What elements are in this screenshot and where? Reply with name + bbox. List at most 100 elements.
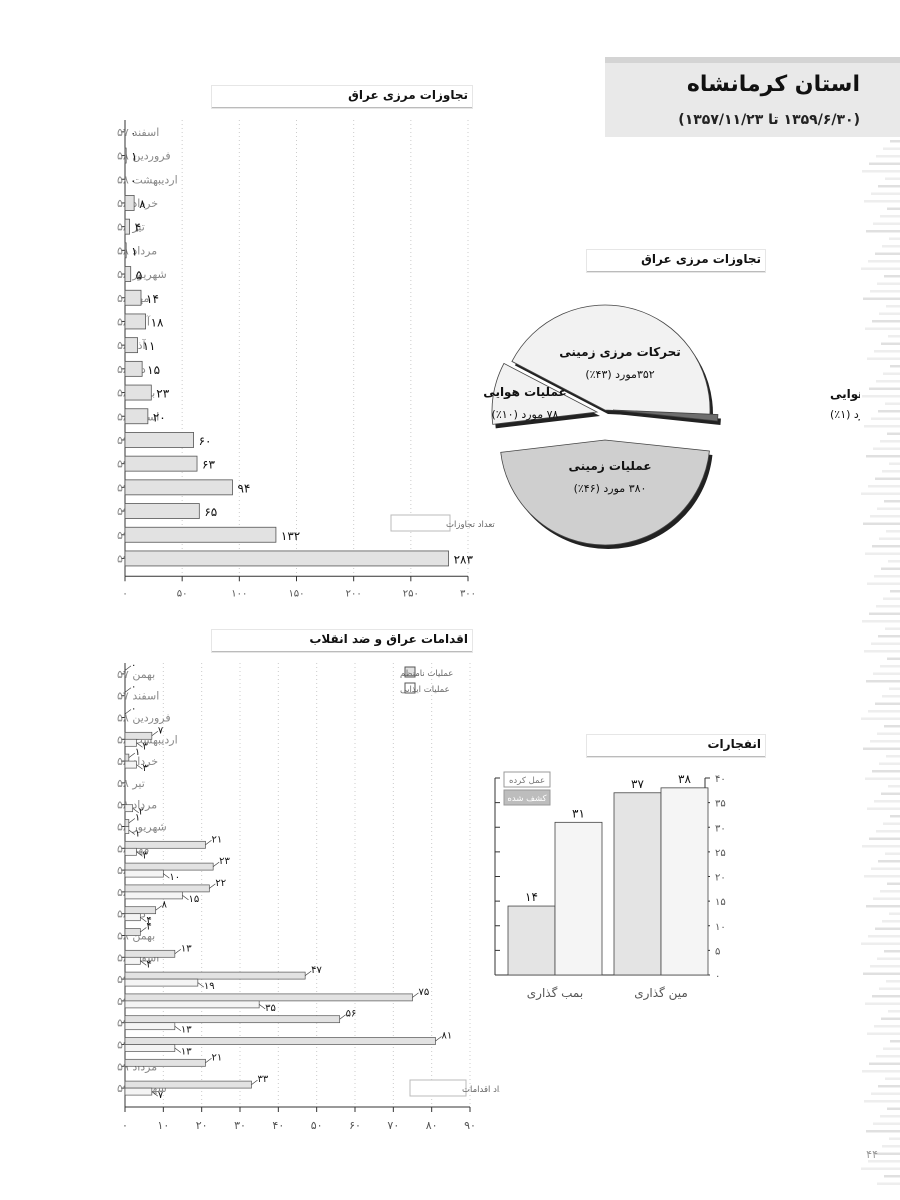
bar-value-label: ۵۶ <box>346 1009 357 1020</box>
stripe <box>864 200 900 203</box>
bar <box>124 884 210 893</box>
label-leader <box>128 818 136 824</box>
stripe <box>878 635 900 638</box>
bar <box>124 313 146 330</box>
legend-label: کشف شده <box>507 794 547 804</box>
stripe <box>890 365 900 368</box>
bar <box>124 978 199 987</box>
stripe <box>887 207 900 210</box>
stripe <box>863 972 900 975</box>
stripe <box>865 777 900 780</box>
stripe <box>886 305 900 308</box>
stripe <box>861 492 900 495</box>
stripe <box>882 470 900 473</box>
stripe <box>872 995 900 998</box>
pie-slice-detail: ۳۸۰ مورد (۴۶٪) <box>574 482 647 495</box>
bar <box>124 1044 176 1052</box>
x-tick-label: ۲۰۰ <box>346 588 362 599</box>
stripe <box>879 312 900 315</box>
bar <box>124 1058 206 1067</box>
legend-swatch <box>503 771 551 788</box>
label-leader <box>163 873 170 879</box>
pie-slice <box>500 439 710 546</box>
stripe <box>877 957 900 960</box>
legend-label: تعداد تجاوزات <box>446 520 495 530</box>
y-tick-label: ۲۵ <box>715 848 726 859</box>
bar <box>124 1000 260 1009</box>
stripe <box>890 140 900 143</box>
stripe <box>885 1077 900 1080</box>
stripe <box>880 440 900 443</box>
decorative-stripes <box>861 140 900 1185</box>
category-label: اسفند ۵۷ <box>117 126 159 139</box>
bar <box>124 550 449 567</box>
stripe <box>884 1175 900 1178</box>
stripe <box>884 725 900 728</box>
bar <box>124 731 153 740</box>
bar <box>124 455 198 472</box>
page-title: استان کرمانشاه <box>686 72 860 97</box>
stripe <box>883 1047 900 1050</box>
stripe <box>862 170 900 173</box>
pie-slice <box>612 409 719 422</box>
stripe <box>871 867 900 870</box>
stripe <box>881 342 900 345</box>
bar-value-label: ۰ <box>130 126 136 140</box>
pie-slice-label: عملیات هوایی <box>483 385 566 400</box>
x-tick-label: ۴۰ <box>272 1119 284 1132</box>
legend-box <box>409 1079 467 1097</box>
bar <box>124 913 141 922</box>
bar-value-label: ۱۳۲ <box>281 529 300 543</box>
stripe <box>887 432 900 435</box>
bar <box>124 753 130 762</box>
category-label: فروردین ۵۸ <box>117 712 171 725</box>
bar-value-label: ۱۳ <box>181 1047 192 1058</box>
bar <box>124 956 141 965</box>
bar-value-label: ۳ <box>143 763 149 774</box>
stripe <box>887 1107 900 1110</box>
bar-value-label: ۱۴ <box>525 890 538 904</box>
stripe <box>861 942 900 945</box>
label-leader <box>140 927 147 933</box>
bar-value-label: ۴ <box>135 221 141 235</box>
x-tick-label: ۲۰ <box>196 1119 208 1132</box>
stripe <box>872 320 900 323</box>
bar <box>124 266 132 282</box>
category-label: تیر ۵۸ <box>117 777 145 790</box>
label-leader <box>251 1079 258 1085</box>
category-label: اردیبهشت ۵۸ <box>117 173 178 186</box>
category-label: مرداد ۵۸ <box>117 244 157 257</box>
bar-value-label: ۴ <box>146 922 151 933</box>
bar <box>124 906 157 915</box>
bar-value-label: ۴۷ <box>311 965 322 976</box>
stripe <box>867 357 900 360</box>
stripe <box>866 905 900 908</box>
bar <box>124 479 233 496</box>
stripe <box>868 1160 900 1163</box>
stripe <box>869 162 900 165</box>
bar-value-label: ۲۸۳ <box>454 552 474 566</box>
chart1-title: تجاوزات مرزی عراق <box>212 86 472 108</box>
bar-value-label: ۲۳ <box>219 856 230 867</box>
bar <box>124 1080 252 1089</box>
stripe <box>881 792 900 795</box>
bar <box>124 218 130 235</box>
label-leader <box>128 829 136 835</box>
y-tick-label: ۳۰ <box>715 823 726 834</box>
bar-value-label: ۳ <box>143 741 149 752</box>
pie-slice-detail: ۸ مورد (۱٪) <box>830 408 860 421</box>
stripe <box>885 852 900 855</box>
legend-label: عمل کرده <box>509 776 545 786</box>
y-tick-label: ۰ <box>715 971 720 982</box>
label-leader <box>140 916 147 922</box>
stripe <box>869 837 900 840</box>
stripe <box>861 267 900 270</box>
pie-slice-label: تحرکات مرزی هوایی <box>830 387 860 402</box>
legend-swatch <box>404 682 416 694</box>
bar-value-label: ۶۰ <box>199 434 212 448</box>
stripe <box>888 335 900 338</box>
stripe <box>875 477 900 480</box>
bar-value-label: ۸۱ <box>442 1031 453 1042</box>
stripe <box>874 1025 900 1028</box>
x-tick-label: ۰ <box>122 588 127 599</box>
